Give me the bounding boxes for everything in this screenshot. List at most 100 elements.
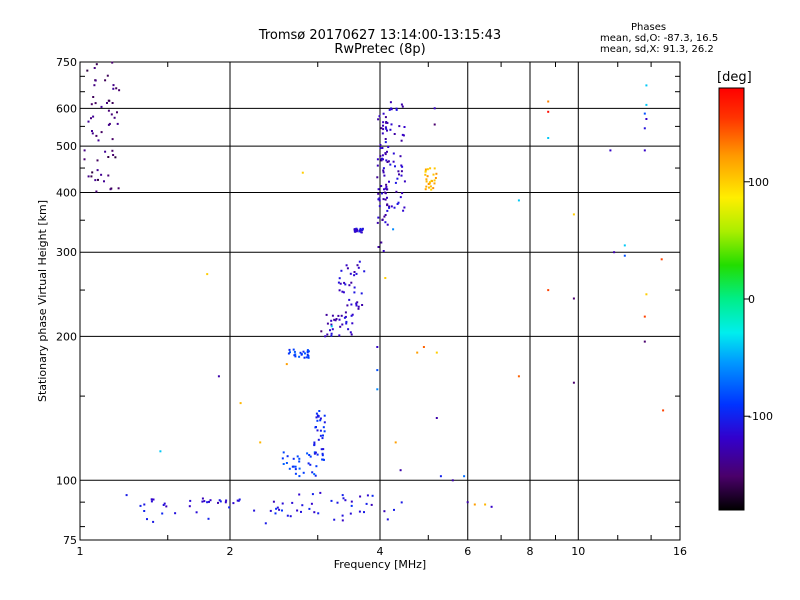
- data-point: [281, 457, 284, 460]
- data-point: [108, 122, 111, 125]
- data-point: [349, 272, 352, 275]
- data-point: [389, 128, 392, 131]
- data-point: [428, 181, 431, 184]
- data-point: [104, 150, 107, 153]
- data-point: [349, 512, 352, 515]
- data-point: [298, 355, 301, 358]
- data-point: [350, 500, 353, 503]
- data-point: [309, 455, 312, 458]
- data-point: [350, 303, 353, 306]
- data-point: [321, 452, 324, 455]
- data-point: [315, 412, 318, 415]
- data-point: [162, 504, 165, 506]
- legend-line-o: mean, sd,O: -87.3, 16.5: [600, 33, 719, 44]
- data-point: [94, 179, 97, 182]
- data-point: [310, 502, 313, 505]
- data-point: [348, 298, 351, 301]
- data-point: [340, 269, 343, 272]
- data-point: [237, 499, 240, 502]
- data-point: [319, 429, 322, 432]
- data-points: [83, 61, 665, 525]
- data-point: [377, 246, 380, 248]
- data-point: [384, 192, 387, 195]
- data-point: [294, 468, 297, 471]
- y-tick-label: 500: [56, 140, 77, 153]
- data-point: [381, 219, 384, 221]
- data-point: [386, 188, 389, 191]
- data-point: [382, 167, 385, 170]
- data-point: [377, 118, 380, 121]
- data-point: [382, 169, 385, 172]
- data-point: [422, 346, 425, 348]
- data-point: [292, 457, 295, 460]
- data-point: [319, 417, 322, 420]
- data-point: [384, 187, 387, 190]
- data-point: [326, 333, 329, 336]
- data-point: [86, 69, 89, 72]
- data-point: [95, 190, 98, 193]
- data-point: [311, 493, 314, 496]
- data-point: [341, 323, 344, 326]
- data-point: [381, 154, 384, 157]
- data-point: [109, 188, 112, 191]
- data-point: [386, 150, 388, 153]
- data-point: [338, 277, 341, 280]
- data-point: [355, 304, 358, 307]
- data-point: [346, 267, 349, 270]
- data-point: [351, 322, 354, 325]
- data-point: [643, 127, 646, 130]
- data-point: [572, 297, 575, 300]
- data-point: [320, 448, 323, 451]
- data-point: [107, 109, 110, 112]
- data-point: [282, 451, 285, 454]
- data-point: [334, 319, 337, 322]
- data-point: [645, 103, 648, 106]
- data-point: [116, 122, 119, 125]
- data-point: [645, 293, 648, 296]
- data-point: [359, 227, 362, 230]
- data-point: [100, 105, 103, 108]
- data-point: [276, 506, 279, 509]
- data-point: [308, 507, 311, 510]
- data-point: [645, 118, 648, 120]
- data-point: [330, 325, 333, 328]
- data-point: [365, 502, 368, 505]
- data-point: [346, 304, 349, 307]
- data-point: [400, 170, 403, 173]
- data-point: [355, 227, 358, 230]
- data-point: [357, 305, 360, 308]
- x-tick-label: 1: [77, 545, 84, 558]
- data-point: [139, 504, 142, 507]
- data-point: [314, 426, 317, 429]
- data-point: [609, 149, 612, 152]
- data-point: [259, 441, 262, 444]
- data-point: [358, 260, 361, 263]
- data-point: [384, 138, 387, 140]
- data-point: [386, 204, 389, 207]
- data-point: [399, 469, 402, 472]
- data-point: [643, 149, 646, 152]
- data-point: [428, 182, 431, 185]
- data-point: [97, 139, 100, 142]
- data-point: [219, 500, 222, 503]
- data-point: [112, 84, 115, 87]
- data-point: [517, 199, 520, 202]
- x-tick-label: 6: [464, 545, 471, 558]
- x-axis-ticks: 1 2 4 6 8 10 16: [77, 545, 688, 558]
- data-point: [298, 467, 301, 470]
- data-point: [371, 494, 374, 497]
- data-point: [110, 113, 113, 116]
- data-point: [466, 501, 469, 504]
- data-point: [94, 79, 97, 82]
- data-point: [402, 209, 405, 212]
- data-point: [572, 381, 575, 384]
- data-point: [425, 180, 428, 183]
- data-point: [385, 127, 388, 130]
- data-point: [353, 286, 356, 289]
- x-tick-label: 16: [673, 545, 687, 558]
- data-point: [306, 350, 309, 353]
- data-point: [382, 112, 385, 115]
- data-point: [390, 108, 393, 111]
- data-point: [356, 229, 359, 232]
- legend-heading: Phases: [631, 22, 667, 33]
